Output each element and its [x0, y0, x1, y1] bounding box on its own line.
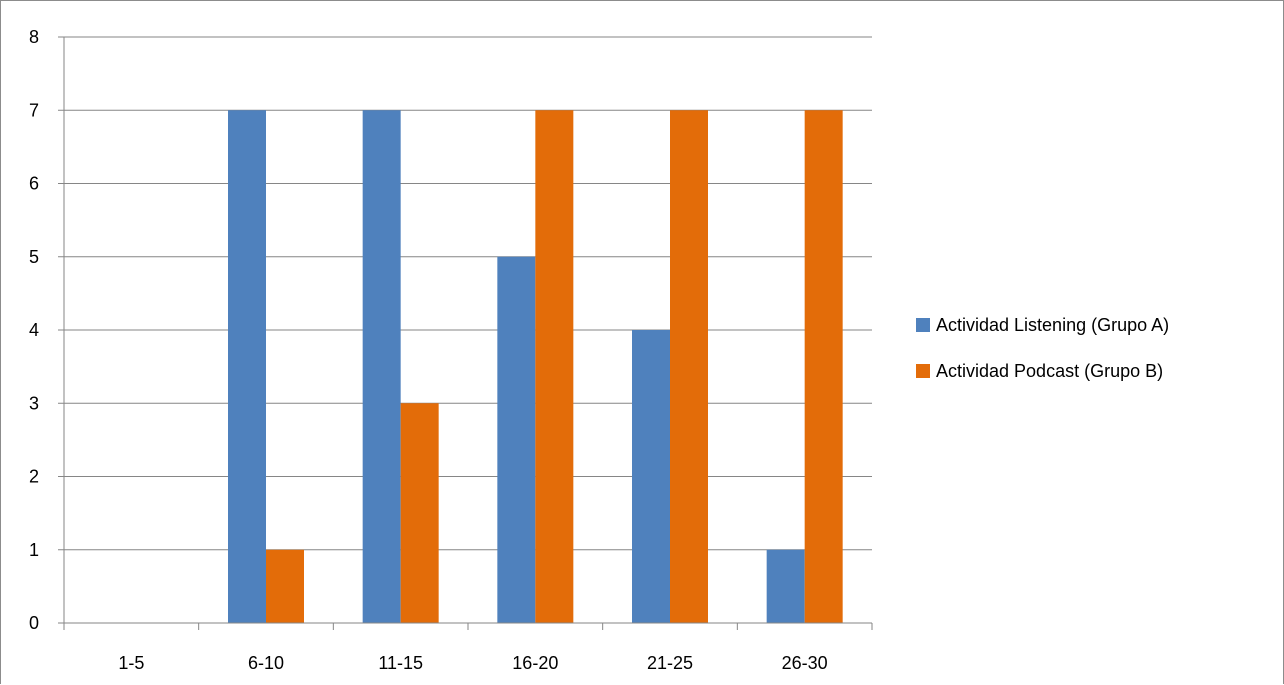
bar-series-1-16-20 [497, 256, 536, 623]
legend-label-1: Actividad Listening (Grupo A) [936, 315, 1169, 335]
y-tick-label: 2 [29, 467, 39, 487]
legend-label-2: Actividad Podcast (Grupo B) [936, 361, 1163, 381]
bar-series-2-26-30 [804, 110, 843, 623]
y-tick-label: 5 [29, 247, 39, 267]
legend: Actividad Listening (Grupo A) Actividad P… [916, 315, 1169, 381]
x-tick-label: 6-10 [248, 653, 284, 673]
bar-series-1-21-25 [632, 330, 670, 623]
legend-swatch-2 [916, 364, 930, 378]
y-axis-ticks: 0 1 2 3 4 5 6 7 8 [29, 27, 64, 633]
legend-swatch-1 [916, 318, 930, 332]
x-axis-ticks: 1-5 6-10 11-15 16-20 21-25 26-30 [63, 623, 873, 673]
y-tick-label: 6 [29, 174, 39, 194]
x-tick-label: 11-15 [378, 653, 423, 673]
bar-series-1-26-30 [766, 549, 805, 623]
x-tick-label: 16-20 [512, 653, 558, 673]
x-tick-label: 21-25 [647, 653, 693, 673]
y-tick-label: 4 [29, 320, 39, 340]
bar-series-1-11-15 [362, 110, 401, 623]
x-tick-label: 1-5 [118, 653, 144, 673]
x-tick-label: 26-30 [782, 653, 828, 673]
y-tick-label: 8 [29, 27, 39, 47]
y-tick-label: 0 [29, 613, 39, 633]
gridlines [64, 36, 872, 551]
bar-series-2-21-25 [670, 110, 708, 623]
bar-series-2-11-15 [400, 403, 439, 623]
bar-series-1-6-10 [228, 110, 266, 623]
y-tick-label: 7 [29, 100, 39, 120]
bar-series-2-16-20 [535, 110, 574, 623]
y-tick-label: 3 [29, 393, 39, 413]
y-tick-label: 1 [29, 540, 39, 560]
bar-series-2-6-10 [266, 549, 304, 623]
bars [228, 110, 843, 623]
